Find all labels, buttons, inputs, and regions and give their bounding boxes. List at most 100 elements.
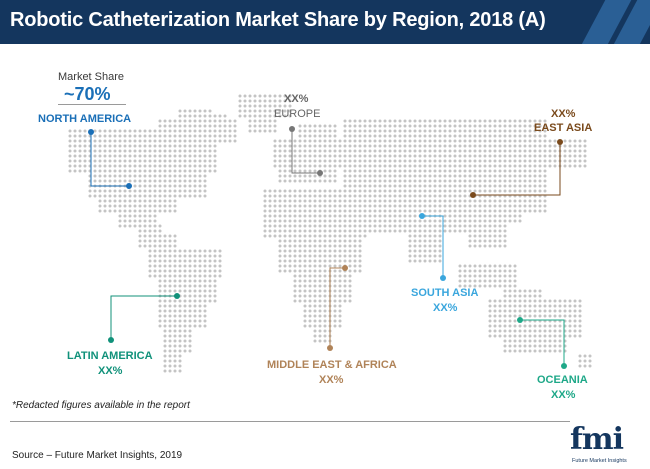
map-dot	[408, 249, 412, 253]
map-dot	[318, 279, 322, 283]
map-dot	[528, 124, 532, 128]
map-dot	[303, 124, 307, 128]
map-dot	[153, 169, 157, 173]
map-dot	[328, 124, 332, 128]
map-dot	[528, 314, 532, 318]
map-dot	[193, 289, 197, 293]
map-dot	[133, 184, 137, 188]
map-dot	[493, 299, 497, 303]
map-dot	[163, 344, 167, 348]
map-dot	[118, 214, 122, 218]
map-dot	[283, 244, 287, 248]
map-dot	[463, 219, 467, 223]
map-dot	[343, 294, 347, 298]
map-dot	[213, 264, 217, 268]
map-dot	[173, 284, 177, 288]
map-dot	[298, 124, 302, 128]
map-dot	[443, 174, 447, 178]
map-dot	[168, 154, 172, 158]
map-dot	[413, 219, 417, 223]
map-dot	[308, 254, 312, 258]
map-dot	[358, 249, 362, 253]
map-dot	[493, 169, 497, 173]
map-dot	[128, 169, 132, 173]
map-dot	[508, 329, 512, 333]
map-dot	[503, 284, 507, 288]
map-dot	[438, 144, 442, 148]
map-dot	[283, 239, 287, 243]
map-dot	[123, 219, 127, 223]
map-dot	[168, 344, 172, 348]
map-dot	[318, 249, 322, 253]
map-dot	[573, 334, 577, 338]
map-dot	[303, 159, 307, 163]
map-dot	[183, 184, 187, 188]
map-dot	[343, 154, 347, 158]
map-dot	[308, 284, 312, 288]
map-dot	[343, 259, 347, 263]
map-dot	[403, 204, 407, 208]
map-dot	[353, 129, 357, 133]
map-dot	[168, 304, 172, 308]
map-dot	[333, 154, 337, 158]
map-dot	[93, 139, 97, 143]
map-dot	[338, 139, 342, 143]
map-dot	[453, 209, 457, 213]
map-dot	[88, 194, 92, 198]
map-dot	[458, 174, 462, 178]
map-dot	[293, 294, 297, 298]
map-dot	[293, 274, 297, 278]
map-dot	[468, 169, 472, 173]
map-dot	[193, 184, 197, 188]
map-dot	[303, 229, 307, 233]
map-dot	[493, 134, 497, 138]
map-dot	[338, 274, 342, 278]
map-dot	[493, 234, 497, 238]
map-dot	[158, 244, 162, 248]
map-dot	[343, 214, 347, 218]
map-dot	[353, 134, 357, 138]
map-dot	[533, 339, 537, 343]
map-dot	[253, 109, 257, 113]
map-dot	[173, 364, 177, 368]
map-dot	[488, 169, 492, 173]
map-dot	[348, 204, 352, 208]
map-dot	[538, 349, 542, 353]
map-dot	[323, 134, 327, 138]
map-dot	[168, 324, 172, 328]
map-dot	[173, 309, 177, 313]
map-dot	[333, 319, 337, 323]
map-dot	[378, 224, 382, 228]
map-dot	[388, 199, 392, 203]
map-dot	[513, 314, 517, 318]
map-dot	[428, 164, 432, 168]
map-dot	[518, 344, 522, 348]
map-dot	[503, 169, 507, 173]
map-dot	[428, 229, 432, 233]
map-dot	[438, 219, 442, 223]
map-dot	[413, 164, 417, 168]
map-dot	[533, 119, 537, 123]
map-dot	[453, 154, 457, 158]
map-dot	[168, 179, 172, 183]
map-dot	[188, 334, 192, 338]
map-dot	[213, 284, 217, 288]
map-dot	[178, 274, 182, 278]
map-dot	[403, 144, 407, 148]
map-dot	[478, 214, 482, 218]
map-dot	[193, 154, 197, 158]
map-dot	[198, 269, 202, 273]
map-dot	[503, 274, 507, 278]
map-dot	[358, 254, 362, 258]
map-dot	[228, 119, 232, 123]
map-dot	[443, 179, 447, 183]
map-dot	[458, 144, 462, 148]
map-dot	[203, 194, 207, 198]
map-dot	[413, 119, 417, 123]
map-dot	[93, 134, 97, 138]
map-dot	[523, 314, 527, 318]
map-dot	[173, 254, 177, 258]
map-dot	[323, 214, 327, 218]
map-dot	[303, 144, 307, 148]
map-dot	[213, 124, 217, 128]
